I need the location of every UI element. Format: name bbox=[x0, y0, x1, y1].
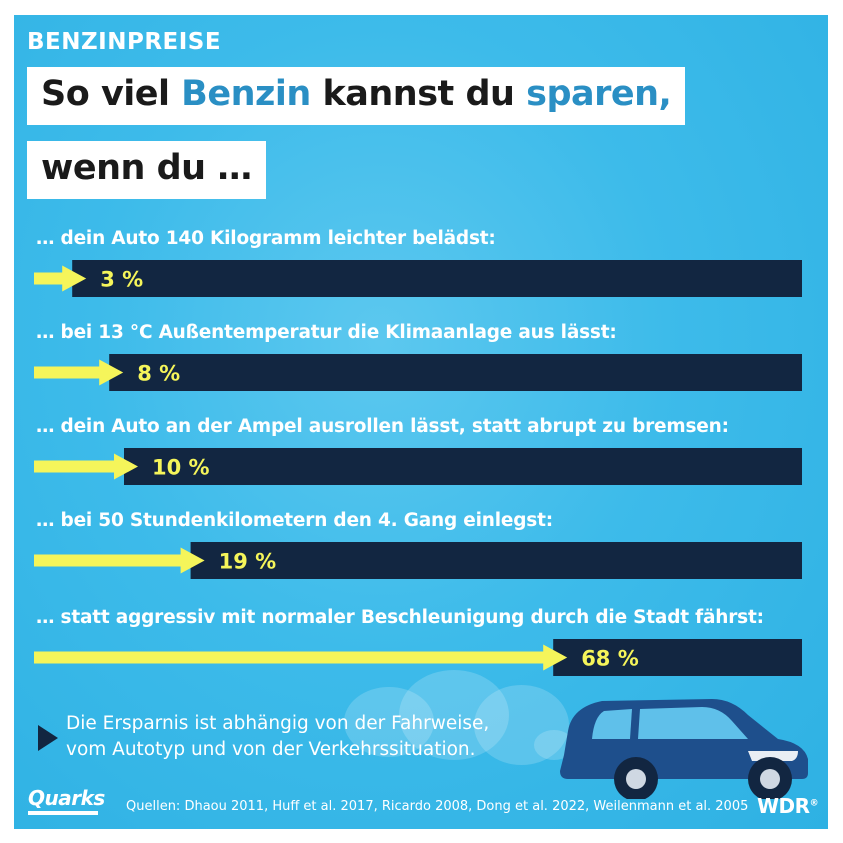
bar-value-label: 68 % bbox=[581, 647, 639, 671]
exhaust-cloud bbox=[399, 670, 509, 760]
note-triangle-icon bbox=[38, 725, 58, 751]
infographic-frame: BENZINPREISE So viel Benzin kannst du sp… bbox=[14, 15, 828, 829]
headline-line-2: wenn du … bbox=[27, 141, 266, 199]
headline-text: So viel bbox=[41, 74, 182, 114]
bar-category-label: … dein Auto 140 Kilogramm leichter beläd… bbox=[36, 228, 496, 249]
note-line: vom Autotyp und von der Verkehrssituatio… bbox=[66, 739, 476, 760]
wdr-logo-text: WDR bbox=[757, 794, 810, 818]
headline-accent-sparen: sparen, bbox=[526, 74, 672, 114]
bar-track bbox=[124, 448, 802, 485]
quarks-logo: Quarks bbox=[28, 786, 105, 810]
bar-track bbox=[553, 639, 802, 676]
headline-accent-benzin: Benzin bbox=[181, 74, 311, 114]
bar-value-label: 19 % bbox=[219, 550, 277, 574]
bar-value-label: 3 % bbox=[100, 268, 143, 292]
bar-value-label: 10 % bbox=[152, 456, 210, 480]
note-text: Die Ersparnis ist abhängig von der Fahrw… bbox=[66, 711, 489, 763]
bar-arrow bbox=[34, 547, 205, 574]
bar-chart: 3 % 8 % 10 % 19 % 68 % bbox=[34, 260, 803, 676]
bar-arrow bbox=[34, 644, 568, 671]
bar-track bbox=[72, 260, 802, 297]
bar-category-label: … bei 50 Stundenkilometern den 4. Gang e… bbox=[36, 510, 553, 531]
bar-value-label: 8 % bbox=[137, 362, 180, 386]
bar-arrow bbox=[34, 359, 124, 386]
sources-text: Quellen: Dhaou 2011, Huff et al. 2017, R… bbox=[126, 799, 749, 814]
headline-line-1: So viel Benzin kannst du sparen, bbox=[27, 67, 686, 125]
bar-category-label: … statt aggressiv mit normaler Beschleun… bbox=[36, 607, 764, 628]
bar-category-label: … bei 13 °C Außentemperatur die Klimaanl… bbox=[36, 322, 617, 343]
bar-track bbox=[190, 542, 803, 579]
bar-arrow bbox=[34, 453, 138, 480]
wdr-logo: WDR® bbox=[757, 794, 819, 818]
exhaust-cloud bbox=[344, 687, 434, 757]
bar-category-label: … dein Auto an der Ampel ausrollen lässt… bbox=[36, 416, 729, 437]
bar-track bbox=[109, 354, 802, 391]
wdr-registered-mark: ® bbox=[809, 798, 819, 809]
topic-label: BENZINPREISE bbox=[27, 29, 222, 55]
exhaust-cloud bbox=[474, 685, 569, 765]
note-line: Die Ersparnis ist abhängig von der Fahrw… bbox=[66, 713, 490, 734]
bar-arrow bbox=[34, 265, 87, 292]
car-icon bbox=[560, 699, 808, 799]
quarks-logo-underline bbox=[28, 811, 98, 815]
headline-text: kannst du bbox=[310, 74, 527, 114]
